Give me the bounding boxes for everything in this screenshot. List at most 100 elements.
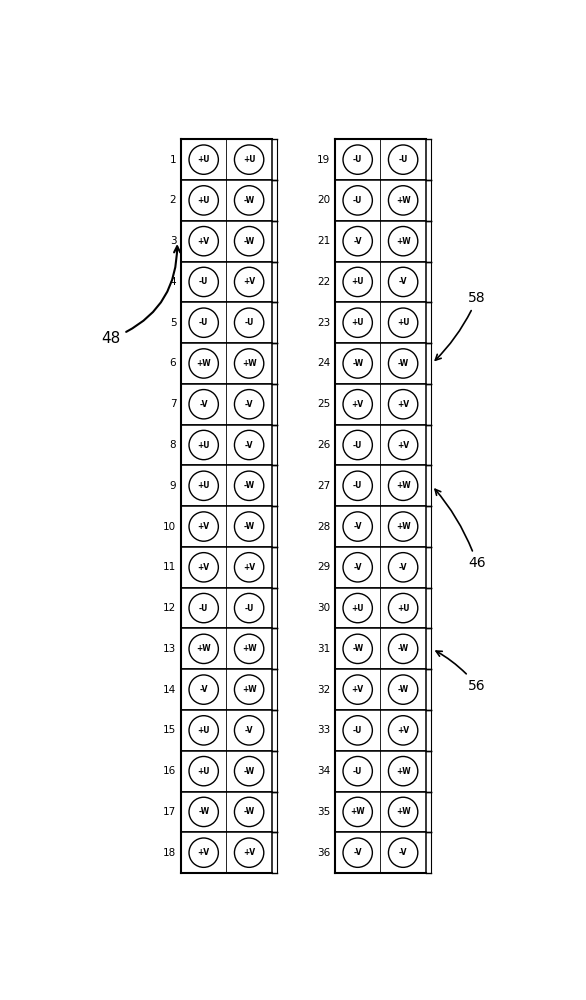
Text: +V: +V <box>197 563 210 572</box>
Text: +W: +W <box>396 196 410 205</box>
Text: -W: -W <box>244 196 255 205</box>
Circle shape <box>234 471 264 500</box>
Text: +V: +V <box>352 400 364 409</box>
Text: 12: 12 <box>163 603 176 613</box>
Text: -V: -V <box>399 848 407 857</box>
Text: +V: +V <box>197 522 210 531</box>
Circle shape <box>343 390 372 419</box>
Circle shape <box>389 716 418 745</box>
Text: 27: 27 <box>317 481 331 491</box>
Text: -V: -V <box>353 563 362 572</box>
Text: 15: 15 <box>163 725 176 735</box>
Bar <box>181 628 272 669</box>
Circle shape <box>343 838 372 867</box>
Text: +W: +W <box>396 237 410 246</box>
Text: +W: +W <box>242 685 257 694</box>
Text: +V: +V <box>352 685 364 694</box>
Bar <box>181 669 272 710</box>
Circle shape <box>343 797 372 827</box>
Text: 2: 2 <box>170 195 176 205</box>
Circle shape <box>343 349 372 378</box>
Text: +U: +U <box>197 481 210 490</box>
Text: +U: +U <box>352 277 364 286</box>
Circle shape <box>189 471 219 500</box>
Text: -U: -U <box>244 604 254 613</box>
Circle shape <box>189 349 219 378</box>
Bar <box>335 262 426 302</box>
Circle shape <box>343 756 372 786</box>
Circle shape <box>389 634 418 664</box>
Text: +W: +W <box>350 807 365 816</box>
Text: -W: -W <box>352 359 363 368</box>
Text: +V: +V <box>397 441 409 450</box>
Bar <box>181 465 272 506</box>
Text: +V: +V <box>197 848 210 857</box>
Bar <box>335 139 426 180</box>
Circle shape <box>189 267 219 297</box>
Text: +W: +W <box>396 767 410 776</box>
Circle shape <box>189 186 219 215</box>
Circle shape <box>343 145 372 174</box>
Text: 29: 29 <box>317 562 331 572</box>
Text: -W: -W <box>397 685 408 694</box>
Circle shape <box>189 797 219 827</box>
Text: 22: 22 <box>317 277 331 287</box>
Text: 23: 23 <box>317 318 331 328</box>
Bar <box>335 751 426 792</box>
Text: 3: 3 <box>170 236 176 246</box>
Text: -W: -W <box>198 807 209 816</box>
Circle shape <box>189 390 219 419</box>
Circle shape <box>389 145 418 174</box>
Bar <box>335 669 426 710</box>
Text: 28: 28 <box>317 522 331 532</box>
Text: 56: 56 <box>436 651 486 693</box>
Text: -W: -W <box>244 522 255 531</box>
Text: -V: -V <box>245 726 253 735</box>
Text: -U: -U <box>353 726 362 735</box>
Circle shape <box>389 186 418 215</box>
Circle shape <box>189 716 219 745</box>
Text: +W: +W <box>242 644 257 653</box>
Bar <box>181 832 272 873</box>
Text: 48: 48 <box>101 246 180 346</box>
Bar <box>181 792 272 832</box>
Text: -U: -U <box>199 318 209 327</box>
Circle shape <box>234 593 264 623</box>
Circle shape <box>389 226 418 256</box>
Text: +U: +U <box>397 604 410 613</box>
Circle shape <box>389 756 418 786</box>
Text: 34: 34 <box>317 766 331 776</box>
Circle shape <box>234 756 264 786</box>
Circle shape <box>234 430 264 460</box>
Text: +U: +U <box>397 318 410 327</box>
Text: 20: 20 <box>317 195 331 205</box>
Circle shape <box>389 430 418 460</box>
Circle shape <box>189 593 219 623</box>
Text: -V: -V <box>199 685 208 694</box>
Text: 14: 14 <box>163 685 176 695</box>
Circle shape <box>189 553 219 582</box>
Text: +U: +U <box>197 196 210 205</box>
Text: -V: -V <box>245 441 253 450</box>
Circle shape <box>343 675 372 704</box>
Circle shape <box>389 797 418 827</box>
Bar <box>181 180 272 221</box>
Bar <box>335 547 426 588</box>
Circle shape <box>234 634 264 664</box>
Text: 9: 9 <box>170 481 176 491</box>
Circle shape <box>343 430 372 460</box>
Text: -W: -W <box>244 807 255 816</box>
Circle shape <box>189 756 219 786</box>
Bar <box>335 180 426 221</box>
Bar <box>335 384 426 425</box>
Bar <box>181 751 272 792</box>
Bar <box>335 221 426 262</box>
Circle shape <box>343 186 372 215</box>
Circle shape <box>343 267 372 297</box>
Circle shape <box>389 267 418 297</box>
Text: -V: -V <box>353 522 362 531</box>
Text: +V: +V <box>243 277 255 286</box>
Text: 26: 26 <box>317 440 331 450</box>
Circle shape <box>234 553 264 582</box>
Text: -U: -U <box>353 441 362 450</box>
